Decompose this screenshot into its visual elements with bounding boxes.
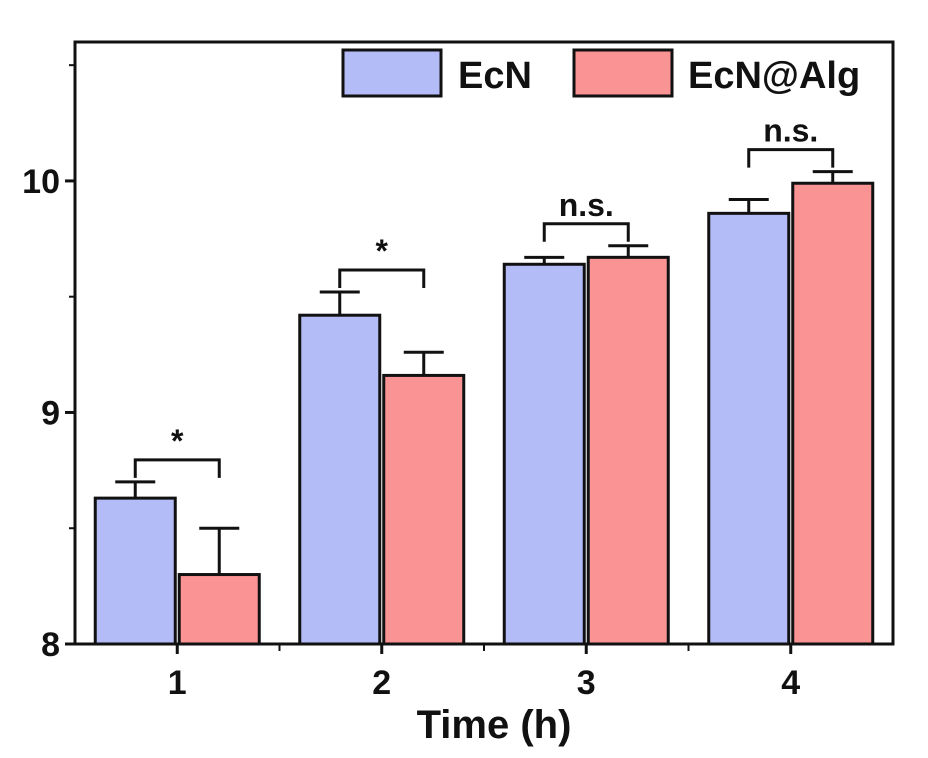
y-tick-label: 10: [22, 163, 60, 201]
legend-item-ecn-alg: EcN@Alg: [572, 48, 860, 98]
bar-ecn-alg-t3: [586, 255, 670, 646]
legend-swatch: [572, 48, 674, 98]
bar-ecn-alg-t1: [177, 573, 261, 646]
x-tick-label: 3: [577, 664, 596, 702]
significance-label: *: [376, 233, 389, 269]
bars-layer: [93, 181, 875, 646]
legend-label: EcN: [458, 55, 532, 97]
x-axis-title: Time (h): [417, 703, 572, 747]
significance-bracket: [133, 458, 221, 478]
significance-label: n.s.: [559, 187, 614, 223]
bar-ecn-t4: [707, 211, 791, 646]
significance-label: *: [171, 423, 184, 459]
x-tick-label: 4: [781, 664, 800, 702]
bar-ecn-t3: [502, 262, 586, 646]
bar-ecn-t2: [298, 313, 382, 646]
legend: EcN EcN@Alg: [341, 48, 860, 98]
x-tick-label: 1: [168, 664, 187, 702]
significance-label: n.s.: [763, 113, 818, 149]
bar-ecn-alg-t4: [791, 181, 875, 646]
legend-item-ecn: EcN: [341, 48, 532, 98]
y-tick-label: 9: [41, 394, 60, 432]
bar-ecn-t1: [93, 496, 177, 646]
errorbars-layer: [115, 170, 853, 575]
y-tick-label: 8: [41, 626, 60, 664]
significance-layer: * * n.s. n.s.: [133, 113, 835, 478]
legend-label: EcN@Alg: [688, 55, 860, 97]
x-axis: 1 2 3 4: [168, 644, 800, 702]
legend-swatch: [341, 48, 443, 98]
significance-bracket: [747, 148, 835, 168]
y-axis: 8 9 10: [22, 64, 75, 664]
significance-bracket: [338, 268, 426, 289]
bar-ecn-alg-t2: [382, 373, 466, 646]
significance-bracket: [542, 222, 630, 242]
x-tick-label: 2: [372, 664, 391, 702]
